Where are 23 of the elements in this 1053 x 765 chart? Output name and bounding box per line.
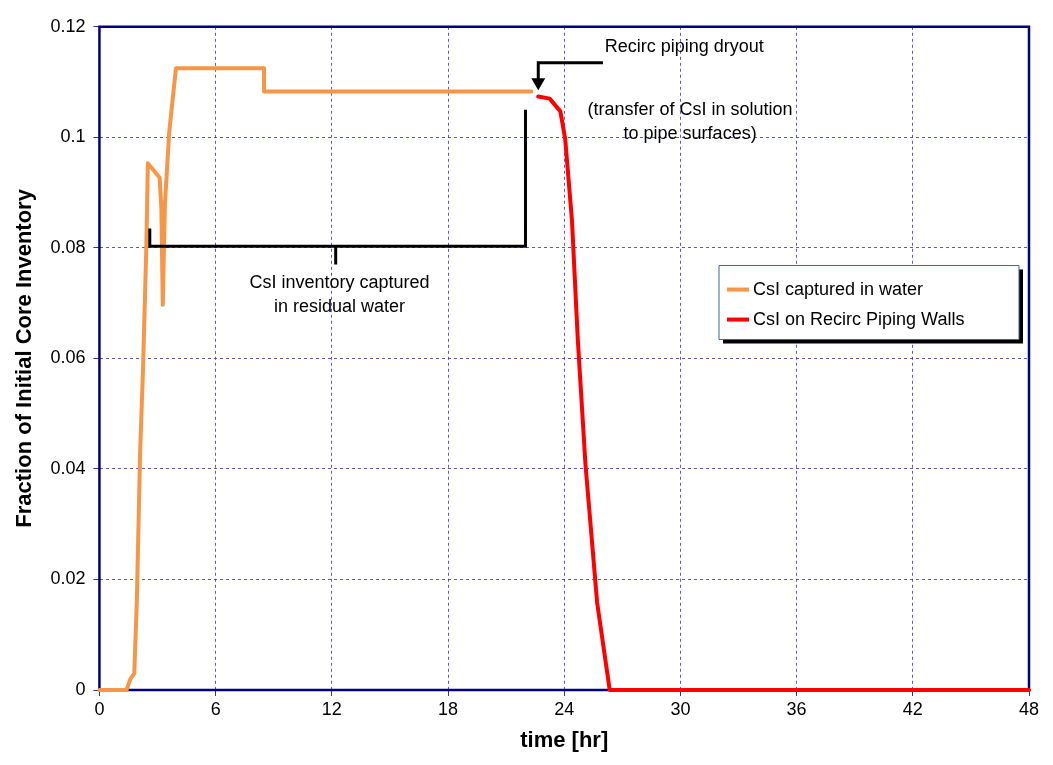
y-tick-label: 0 (75, 678, 86, 699)
x-tick-label: 30 (670, 698, 691, 719)
legend-label: CsI captured in water (753, 278, 924, 299)
x-tick-label: 36 (786, 698, 807, 719)
annotation: CsI inventory captured in residual water (249, 271, 430, 316)
y-tick-label: 0.04 (50, 457, 86, 478)
x-tick-label: 48 (1018, 698, 1040, 719)
legend-label: CsI on Recirc Piping Walls (753, 308, 965, 329)
x-tick-label: 12 (321, 698, 342, 719)
y-tick-label: 0.02 (50, 568, 86, 589)
y-tick-label: 0.12 (50, 15, 86, 36)
x-tick-label: 24 (554, 698, 575, 719)
x-tick-label: 6 (210, 698, 221, 719)
y-tick-label: 0.06 (50, 347, 86, 368)
x-tick-label: 0 (94, 698, 105, 719)
y-tick-label: 0.1 (60, 126, 86, 147)
y-tick-label: 0.08 (50, 236, 86, 257)
annotation: (transfer of CsI in solution to pipe surfaces) (587, 98, 793, 143)
y-axis-title: Fraction of Initial Core Inventory (11, 188, 37, 528)
x-axis-title: time [hr] (520, 726, 609, 752)
x-tick-label: 42 (902, 698, 923, 719)
annotation: Recirc piping dryout (604, 36, 764, 57)
x-tick-label: 18 (438, 698, 459, 719)
